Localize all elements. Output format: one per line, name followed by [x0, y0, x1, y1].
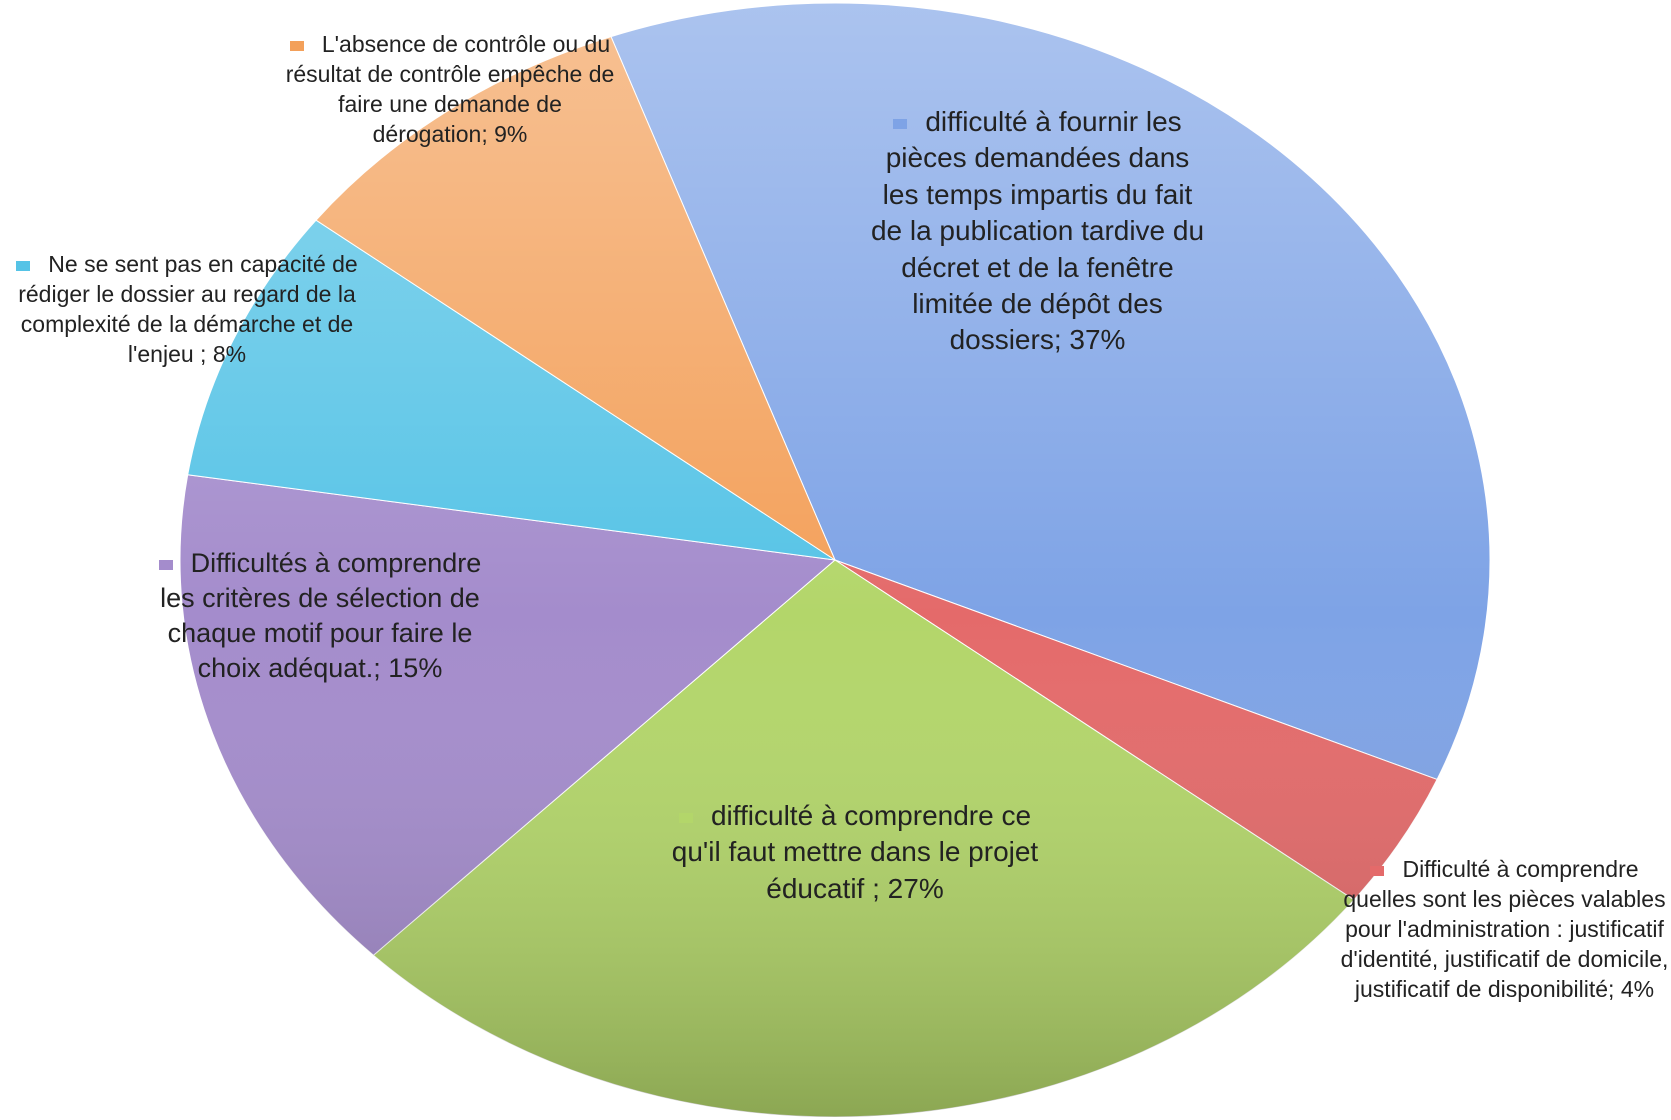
legend-marker — [158, 559, 173, 570]
data-label: difficulté à fournir les pièces demandée… — [870, 106, 1205, 356]
data-label-block: Difficultés à comprendre les critères de… — [140, 546, 500, 686]
legend-marker — [289, 40, 304, 51]
data-label: Ne se sent pas en capacité de rédiger le… — [18, 251, 358, 367]
data-label-block: difficulté à comprendre ce qu'il faut me… — [655, 798, 1055, 907]
legend-marker — [893, 118, 908, 129]
data-label: difficulté à comprendre ce qu'il faut me… — [671, 800, 1039, 904]
data-label: Difficulté à comprendre quelles sont les… — [1340, 856, 1669, 1002]
data-label-block: difficulté à fournir les pièces demandée… — [865, 104, 1210, 359]
data-label-block: Difficulté à comprendre quelles sont les… — [1338, 855, 1671, 1004]
legend-marker — [16, 260, 31, 271]
data-label: Difficultés à comprendre les critères de… — [160, 548, 482, 684]
legend-marker — [678, 812, 693, 823]
data-label-block: Ne se sent pas en capacité de rédiger le… — [12, 250, 362, 370]
data-label: L'absence de contrôle ou du résultat de … — [285, 31, 615, 147]
legend-marker — [1370, 865, 1385, 876]
data-label-block: L'absence de contrôle ou du résultat de … — [285, 30, 615, 150]
